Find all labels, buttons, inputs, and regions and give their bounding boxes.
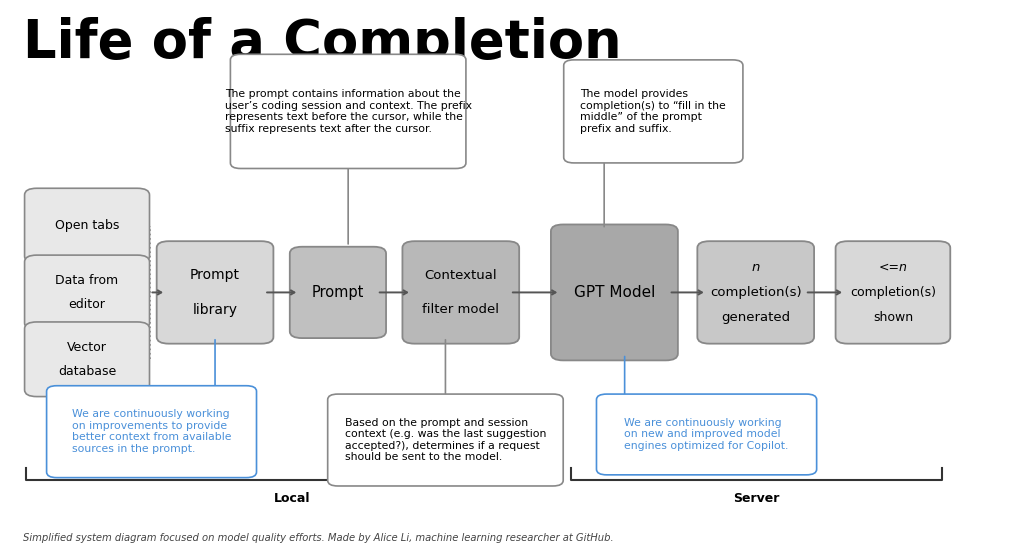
Text: The model provides
completion(s) to “fill in the
middle” of the prompt
prefix an: The model provides completion(s) to “fil… [581,89,726,134]
Text: completion(s): completion(s) [710,286,802,299]
FancyBboxPatch shape [836,241,950,344]
Text: Simplified system diagram focused on model quality efforts. Made by Alice Li, ma: Simplified system diagram focused on mod… [23,533,613,543]
Text: editor: editor [69,297,105,311]
Text: Contextual: Contextual [425,269,497,282]
Text: library: library [193,302,238,316]
FancyBboxPatch shape [290,247,386,338]
FancyBboxPatch shape [25,188,150,263]
Text: Prompt: Prompt [190,268,240,282]
Text: generated: generated [721,311,791,324]
Text: filter model: filter model [422,303,500,316]
Text: GPT Model: GPT Model [573,285,655,300]
FancyBboxPatch shape [25,255,150,330]
FancyBboxPatch shape [157,241,273,344]
Text: We are continuously working
on new and improved model
engines optimized for Copi: We are continuously working on new and i… [625,418,788,451]
Text: Vector: Vector [68,341,106,354]
Text: Based on the prompt and session
context (e.g. was the last suggestion
accepted?): Based on the prompt and session context … [345,418,546,462]
FancyBboxPatch shape [46,385,256,477]
Text: n: n [752,261,760,274]
Text: Server: Server [733,492,780,505]
Text: Prompt: Prompt [311,285,365,300]
Text: completion(s): completion(s) [850,286,936,299]
Text: database: database [58,364,116,378]
Text: We are continuously working
on improvements to provide
better context from avail: We are continuously working on improveme… [72,409,231,454]
FancyBboxPatch shape [402,241,519,344]
FancyBboxPatch shape [596,394,816,475]
Text: Life of a Completion: Life of a Completion [23,17,622,69]
Text: shown: shown [872,311,913,324]
Text: Local: Local [273,492,310,505]
FancyBboxPatch shape [697,241,814,344]
Text: Data from: Data from [55,274,119,287]
FancyBboxPatch shape [563,60,743,163]
Text: <=n: <=n [879,261,907,274]
FancyBboxPatch shape [328,394,563,486]
FancyBboxPatch shape [230,54,466,168]
Text: Open tabs: Open tabs [55,219,119,232]
FancyBboxPatch shape [551,224,678,360]
FancyBboxPatch shape [25,322,150,397]
Text: The prompt contains information about the
user’s coding session and context. The: The prompt contains information about th… [224,89,472,134]
